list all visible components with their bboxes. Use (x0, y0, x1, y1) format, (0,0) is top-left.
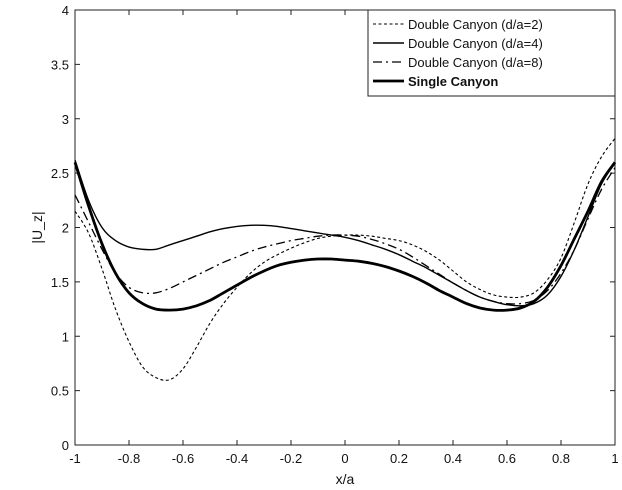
x-tick-label: 0.4 (444, 451, 462, 466)
y-tick-label: 3.5 (51, 57, 69, 72)
legend: Double Canyon (d/a=2) Double Canyon (d/a=… (367, 9, 616, 97)
x-tick-label: -0.4 (226, 451, 248, 466)
legend-label-2: Double Canyon (d/a=4) (408, 36, 543, 51)
x-tick-label: -0.8 (118, 451, 140, 466)
legend-label-3: Double Canyon (d/a=8) (408, 55, 543, 70)
y-tick-label: 0.5 (51, 384, 69, 399)
legend-box (367, 9, 616, 97)
x-tick-label: 0 (341, 451, 348, 466)
x-tick-label: 0.2 (390, 451, 408, 466)
legend-label-1: Double Canyon (d/a=2) (408, 17, 543, 32)
y-tick-label: 4 (62, 3, 69, 18)
x-axis-label: x/a (336, 471, 355, 487)
legend-label-4: Single Canyon (408, 74, 498, 89)
x-tick-label: 0.8 (552, 451, 570, 466)
y-tick-label: 1 (62, 329, 69, 344)
y-tick-label: 0 (62, 438, 69, 453)
x-tick-label: -0.2 (280, 451, 302, 466)
series-line-3 (74, 167, 616, 305)
y-tick-label: 2 (62, 221, 69, 236)
x-tick-label: -1 (69, 451, 81, 466)
series-line-4 (73, 161, 617, 312)
y-tick-label: 2.5 (51, 166, 69, 181)
series-line-1 (74, 137, 616, 381)
x-tick-label: 1 (611, 451, 618, 466)
x-tick-label: -0.6 (172, 451, 194, 466)
series-layer (73, 137, 617, 381)
y-axis-label: |U_z| (29, 211, 45, 243)
x-tick-label: 0.6 (498, 451, 516, 466)
axes: -1 -0.8 -0.6 -0.4 -0.2 0 0.2 0.4 0.6 0.8 1 0 0.5 1 1.5… (51, 3, 619, 466)
y-tick-label: 3 (62, 112, 69, 127)
y-tick-label: 1.5 (51, 275, 69, 290)
